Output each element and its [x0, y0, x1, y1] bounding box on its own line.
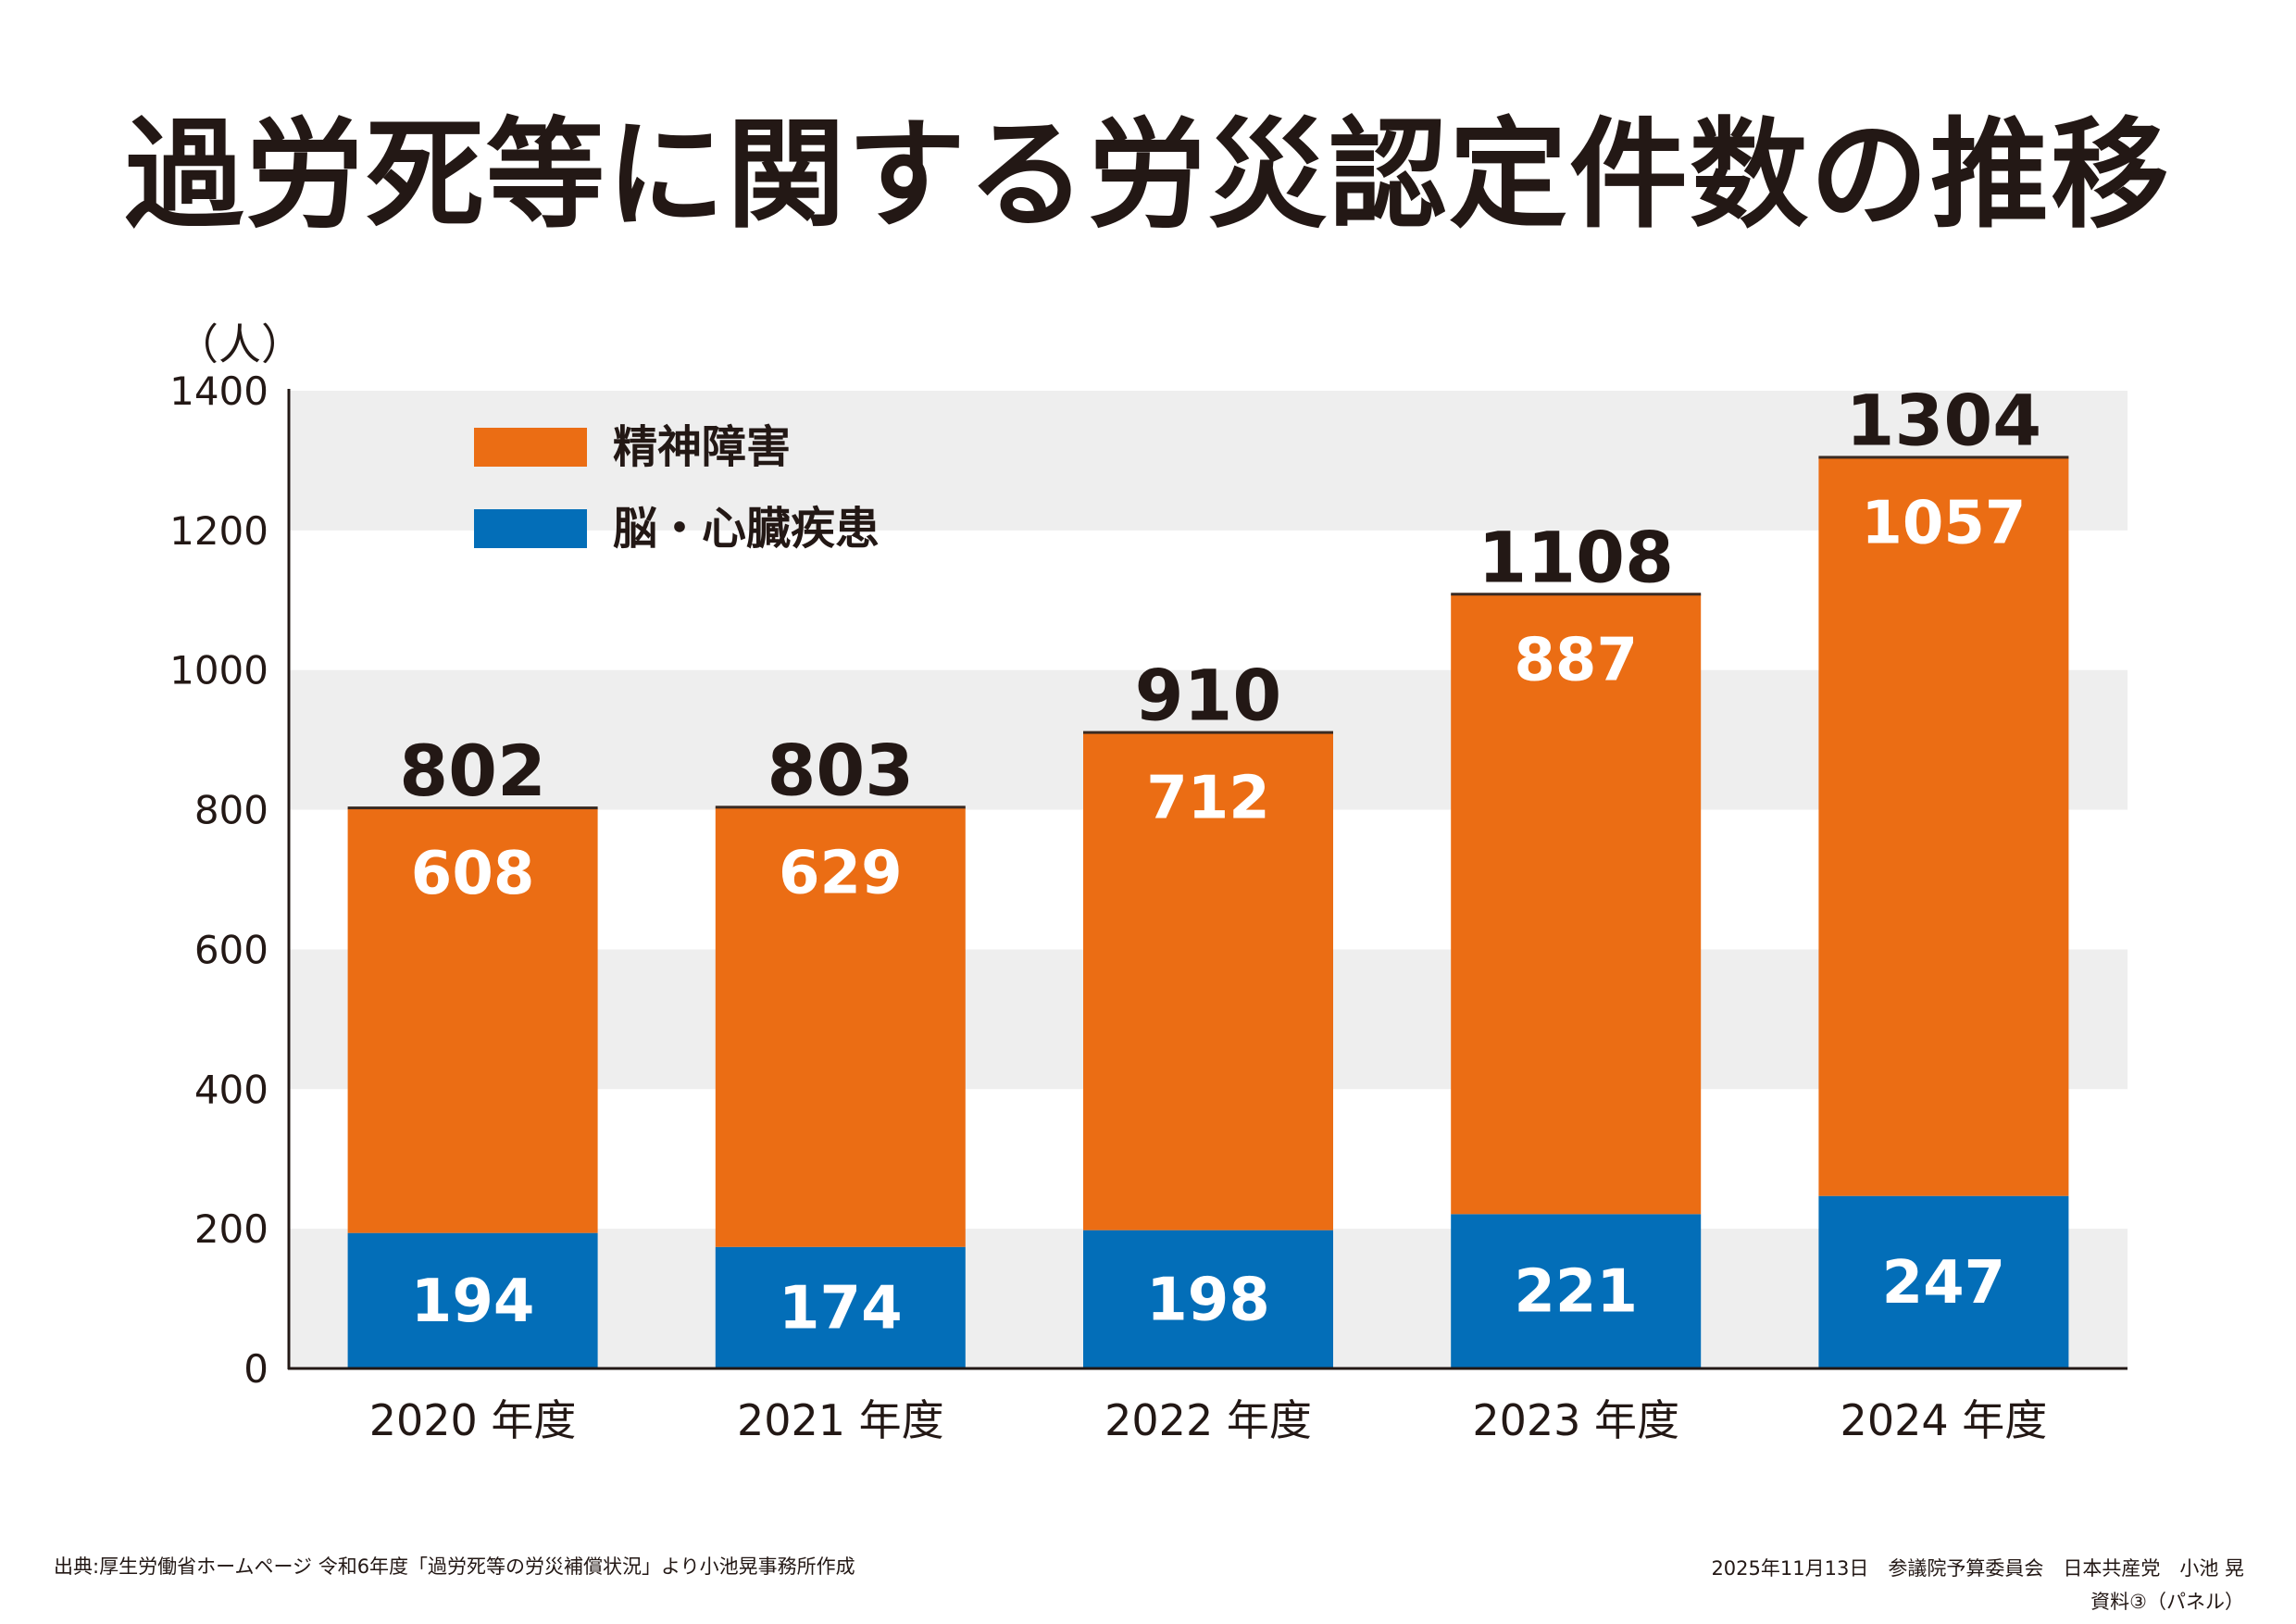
bar-segment-mental: [1083, 732, 1333, 1230]
bar-segment-mental: [347, 808, 598, 1233]
data-label-brain-heart: 194: [411, 1268, 535, 1336]
bar-segment-brain-heart: [1818, 1195, 2069, 1368]
data-label-brain-heart: 221: [1514, 1258, 1638, 1327]
date-line: 2025年11月13日 参議院予算委員会 日本共産党 小池 晃: [1711, 1557, 2244, 1580]
bar-segment-brain-heart: [347, 1232, 598, 1368]
data-label-brain-heart: 198: [1146, 1266, 1270, 1334]
data-label-mental: 712: [1146, 765, 1270, 833]
y-tick-label: 1400: [169, 369, 268, 414]
data-label-mental: 887: [1514, 626, 1638, 694]
y-tick-label: 400: [194, 1067, 268, 1112]
source-note: 出典:厚生労働省ホームページ 令和6年度「過労死等の労災補償状況」より小池晃事務…: [54, 1555, 855, 1578]
data-label-brain-heart: 247: [1882, 1249, 2006, 1318]
total-label: 803: [767, 729, 914, 811]
legend-label: 脳・心臓疾患: [613, 503, 880, 555]
y-tick-label: 200: [194, 1206, 268, 1252]
total-label: 910: [1135, 655, 1282, 737]
bar-top-edge: [1083, 731, 1333, 734]
document-label: 資料③（パネル）: [2090, 1591, 2244, 1613]
y-tick-label: 1200: [169, 508, 268, 554]
bar-segment-brain-heart: [1451, 1214, 1702, 1368]
bar-segment-mental: [1818, 457, 2069, 1196]
x-tick-label: 2022 年度: [1104, 1395, 1312, 1445]
legend-label: 精神障害: [613, 421, 791, 473]
legend-swatch: [474, 509, 587, 548]
y-tick-label: 600: [194, 927, 268, 972]
x-tick-label: 2020 年度: [369, 1395, 577, 1445]
bar-top-edge: [347, 806, 598, 810]
bar-segment-brain-heart: [1083, 1230, 1333, 1368]
x-tick-label: 2021 年度: [737, 1395, 944, 1445]
y-tick-label: 0: [243, 1346, 268, 1392]
data-label-brain-heart: 174: [779, 1274, 903, 1343]
bar-segment-mental: [1451, 594, 1702, 1215]
y-tick-label: 800: [194, 788, 268, 833]
data-label-mental: 608: [411, 840, 535, 908]
bar-segment-brain-heart: [715, 1246, 966, 1368]
y-tick-label: 1000: [169, 648, 268, 693]
total-label: 1304: [1846, 379, 2042, 461]
x-tick-label: 2024 年度: [1841, 1395, 2048, 1445]
data-label-mental: 1057: [1861, 489, 2026, 557]
x-tick-label: 2023 年度: [1472, 1395, 1679, 1445]
bar-top-edge: [715, 806, 966, 809]
legend-swatch: [474, 428, 587, 467]
bar-top-edge: [1451, 593, 1702, 596]
chart-title: 過労死等に関する労災認定件数の推移: [124, 106, 2171, 244]
total-label: 802: [399, 730, 546, 812]
footer-info: 2025年11月13日 参議院予算委員会 日本共産党 小池 晃 資料③（パネル）: [1711, 1552, 2244, 1618]
bar-top-edge: [1818, 456, 2069, 459]
data-label-mental: 629: [779, 839, 903, 907]
bar-segment-mental: [715, 807, 966, 1247]
total-label: 1108: [1478, 516, 1674, 598]
y-axis-unit-label: （人）: [176, 319, 304, 369]
